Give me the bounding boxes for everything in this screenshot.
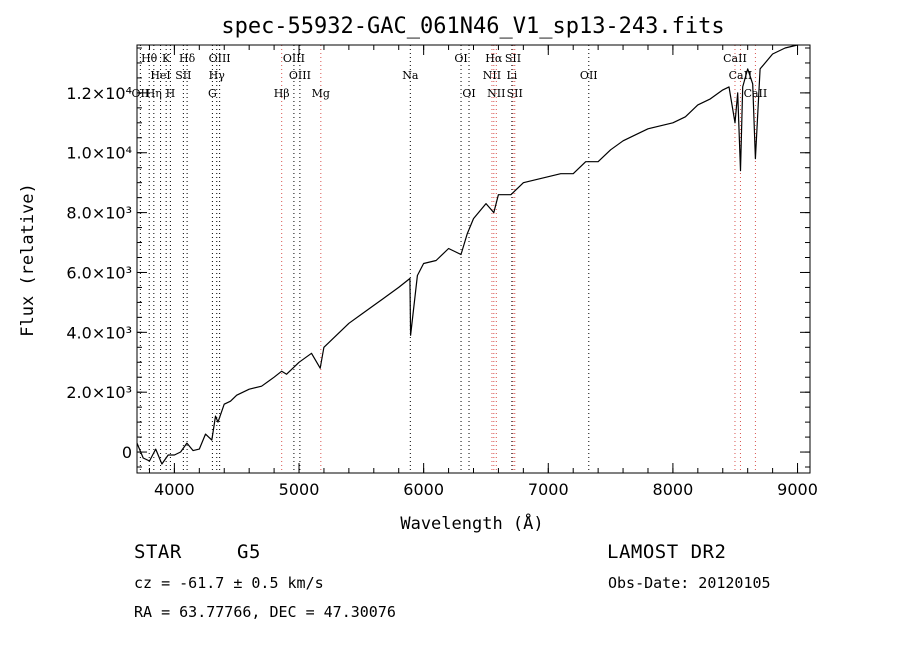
coordinates: RA = 63.77766, DEC = 47.30076	[134, 603, 396, 621]
x-axis-ticks: 4000 5000 6000 7000 8000 9000	[148, 45, 818, 499]
redshift-readout: cz = -61.7 ± 0.5 km/s	[134, 574, 324, 592]
survey-name: LAMOST DR2	[607, 541, 727, 563]
x-tick-label: 7000	[528, 480, 569, 499]
line-label: Hα	[485, 52, 503, 65]
line-label: G	[208, 87, 217, 100]
spectrum-line	[136, 44, 798, 465]
x-tick-label: 4000	[154, 480, 195, 499]
line-label: H	[166, 87, 176, 100]
y-tick-label: 8.0×10³	[66, 204, 132, 223]
x-tick-label: 8000	[653, 480, 694, 499]
obs-date: Obs-Date: 20120105	[608, 574, 771, 592]
y-axis-label: Flux (relative)	[18, 183, 38, 337]
y-tick-label: 1.2×10⁴	[66, 84, 132, 103]
subclass: G5	[237, 541, 261, 563]
object-type: STAR	[134, 541, 182, 563]
y-tick-label: 6.0×10³	[66, 263, 132, 282]
line-label: SII	[175, 69, 191, 82]
line-label: OIII	[289, 69, 311, 82]
line-label: CaII	[723, 52, 747, 65]
chart-title: spec-55932-GAC_061N46_V1_sp13-243.fits	[221, 14, 724, 39]
x-axis-label: Wavelength (Å)	[400, 512, 543, 534]
spectrum-chart: spec-55932-GAC_061N46_V1_sp13-243.fits H…	[18, 14, 818, 534]
y-tick-label: 2.0×10³	[66, 383, 132, 402]
line-label: Hθ	[141, 52, 158, 65]
y-tick-label: 1.0×10⁴	[66, 144, 132, 163]
x-tick-label: 5000	[279, 480, 320, 499]
line-label: OIII	[209, 52, 231, 65]
line-label: HeI	[150, 69, 170, 82]
x-tick-label: 9000	[777, 480, 818, 499]
x-tick-label: 6000	[403, 480, 444, 499]
line-label: SII	[507, 87, 523, 100]
line-label: Mg	[312, 87, 330, 100]
line-label: SII	[505, 52, 521, 65]
line-label: Na	[402, 69, 419, 82]
line-label: OII	[132, 87, 150, 100]
y-tick-label: 0	[122, 443, 132, 462]
line-label: Hβ	[274, 87, 290, 100]
spectrum-series	[136, 44, 798, 465]
line-label: NII	[487, 87, 505, 100]
line-label: Li	[506, 69, 517, 82]
line-label: OI	[462, 87, 475, 100]
plot-frame	[136, 44, 811, 474]
line-label: OIII	[283, 52, 305, 65]
y-axis-ticks: 0 2.0×10³ 4.0×10³ 6.0×10³ 8.0×10³ 1.0×10⁴ 1.2×…	[66, 47, 810, 468]
spectral-line-markers	[139, 45, 756, 473]
line-label: Hδ	[179, 52, 196, 65]
line-label: OI	[454, 52, 467, 65]
line-label: Hη	[146, 87, 162, 100]
line-label: OII	[580, 69, 598, 82]
line-label: NII	[483, 69, 501, 82]
line-label: Hγ	[209, 69, 226, 82]
line-label: CaII	[744, 87, 768, 100]
line-label: K	[162, 52, 171, 65]
y-tick-label: 4.0×10³	[66, 323, 132, 342]
